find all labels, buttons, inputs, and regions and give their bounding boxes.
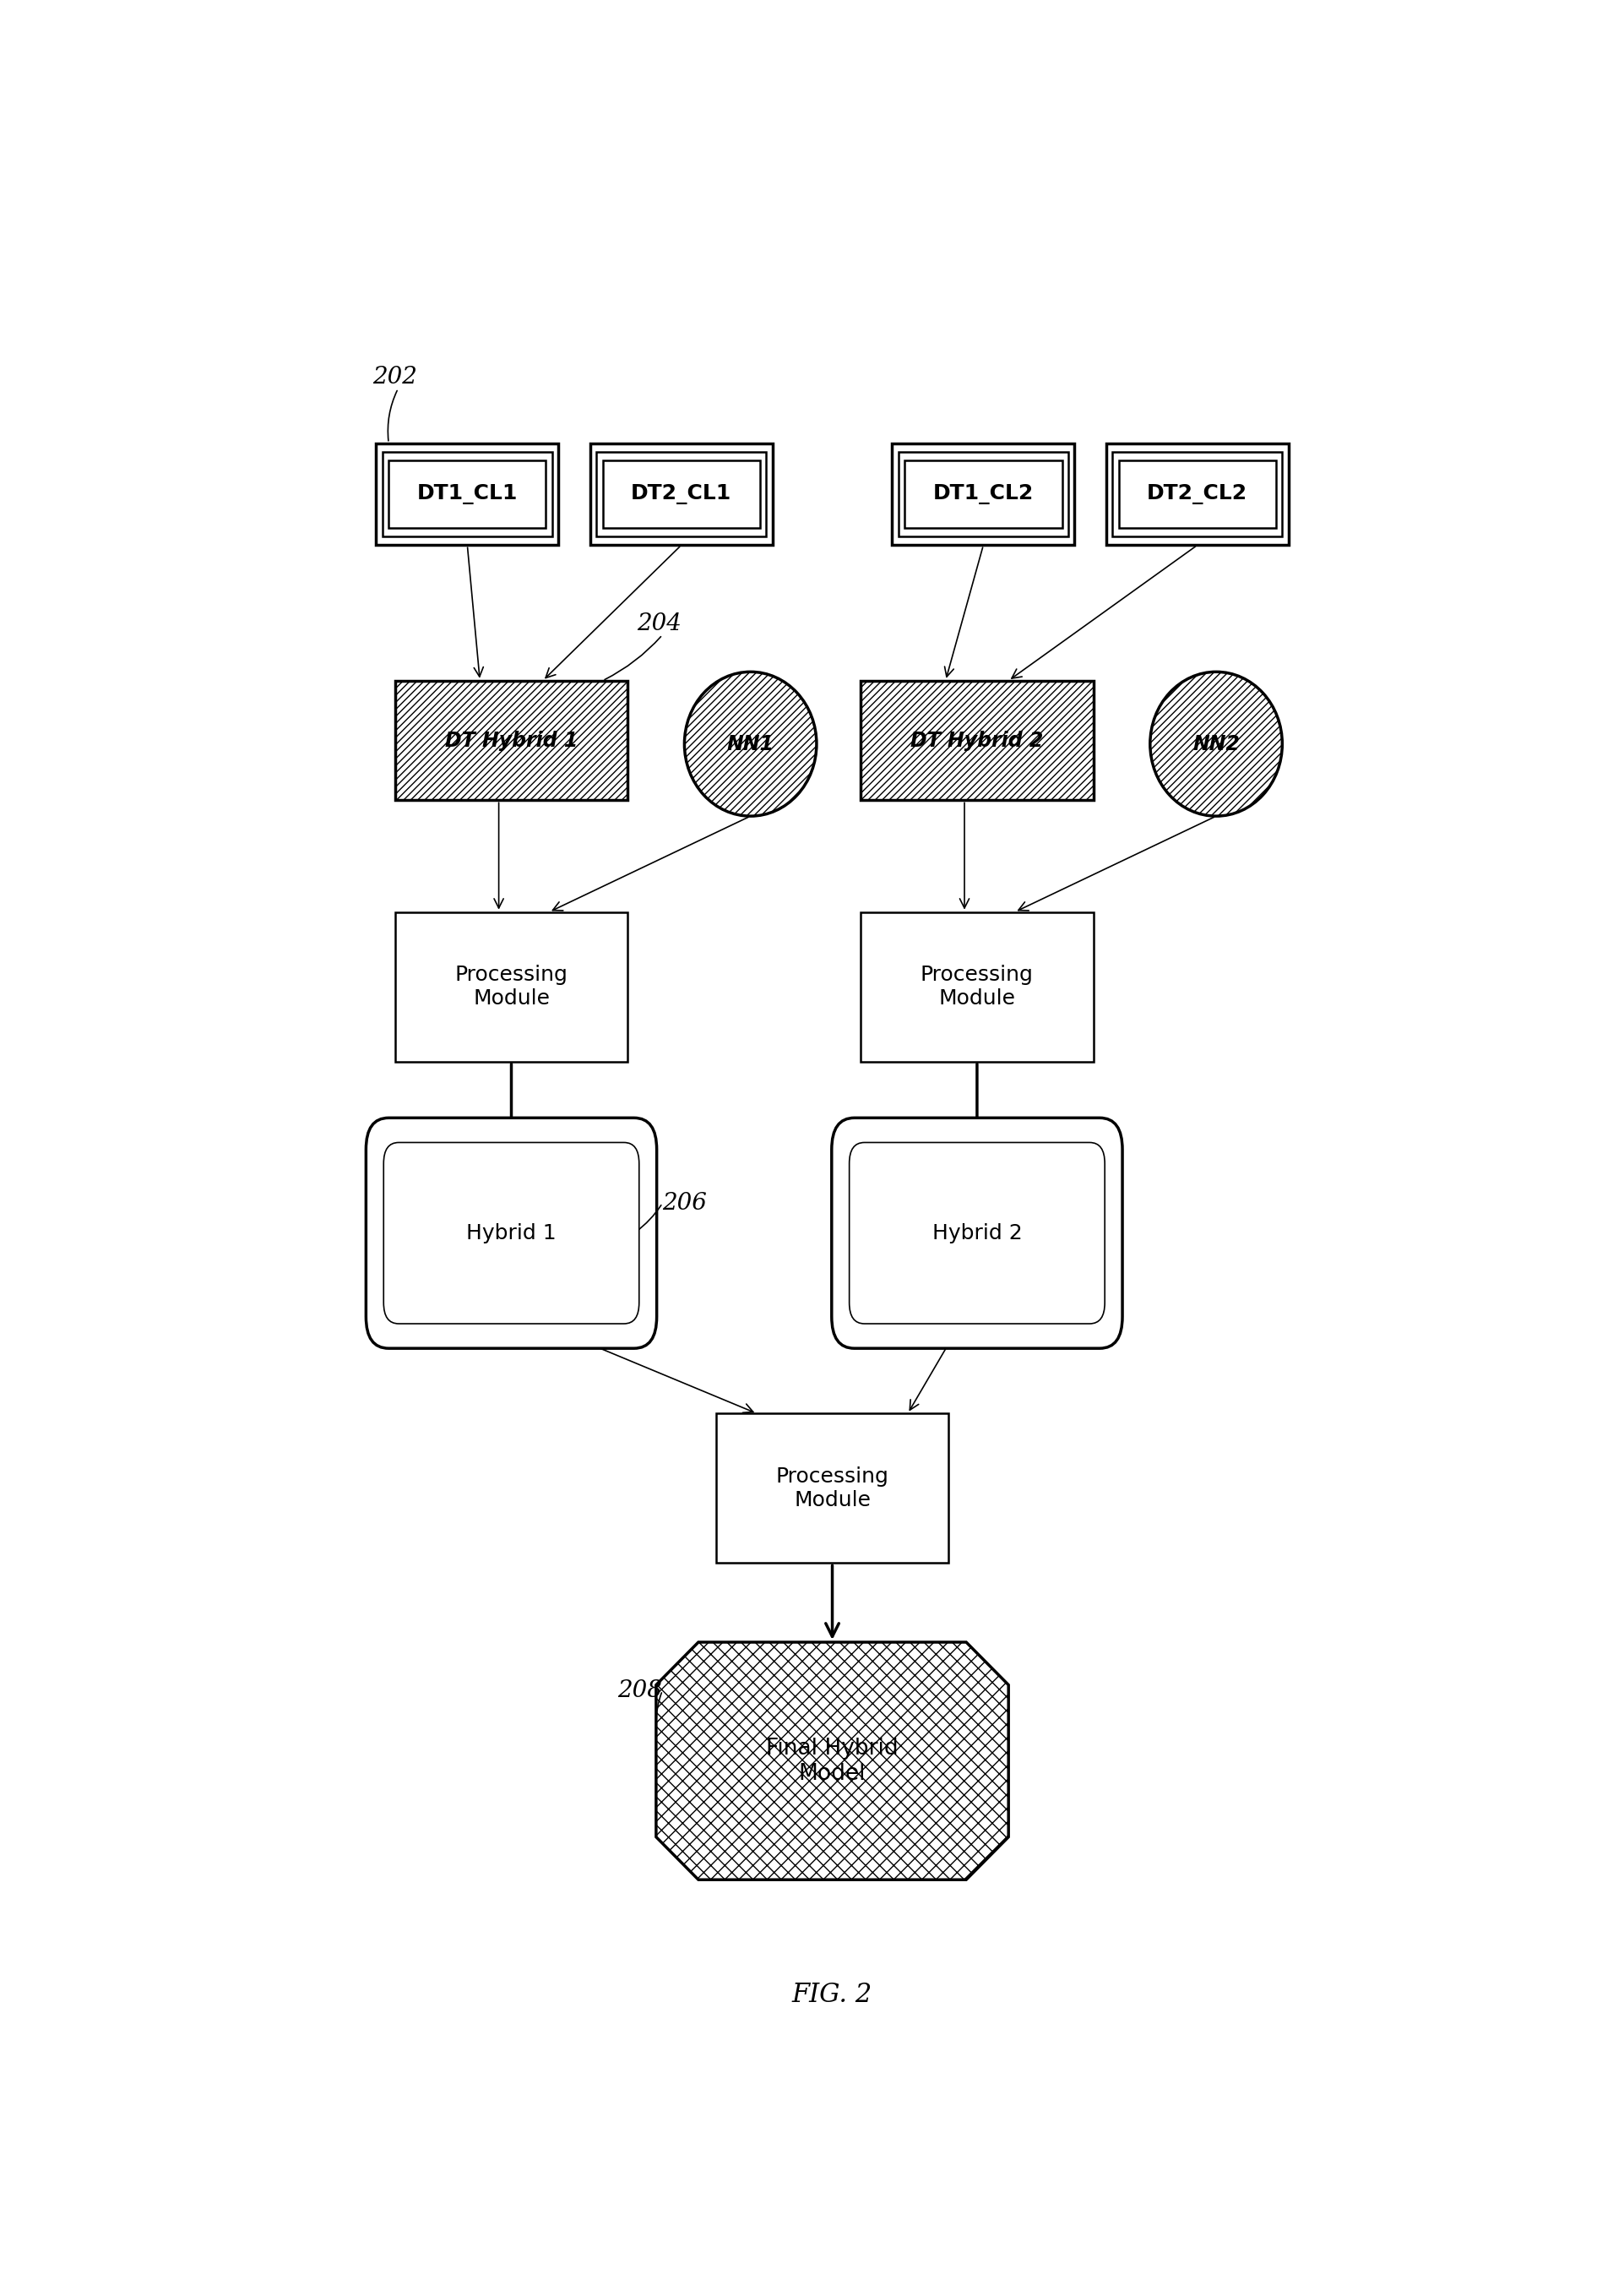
Text: Hybrid 1: Hybrid 1 (466, 1222, 557, 1243)
Text: Processing
Module: Processing Module (455, 964, 568, 1008)
Bar (395, 681, 628, 800)
Text: NN1: NN1 (728, 733, 775, 754)
Bar (898, 452, 1069, 537)
FancyBboxPatch shape (849, 1142, 1104, 1323)
Bar (1112, 452, 1283, 537)
Text: DT Hybrid 1: DT Hybrid 1 (445, 731, 578, 749)
Text: Hybrid 2: Hybrid 2 (932, 1222, 1021, 1243)
Text: 208: 208 (617, 1679, 663, 1702)
Text: NN2: NN2 (1192, 733, 1239, 754)
Text: DT2_CL1: DT2_CL1 (630, 484, 732, 505)
Ellipse shape (684, 672, 817, 816)
Bar (377, 443, 559, 546)
Bar (716, 1414, 948, 1563)
Bar (590, 443, 773, 546)
Text: Processing
Module: Processing Module (776, 1467, 888, 1510)
Polygon shape (656, 1643, 1009, 1881)
Bar (1106, 443, 1288, 546)
FancyBboxPatch shape (831, 1117, 1122, 1348)
Text: DT1_CL1: DT1_CL1 (417, 484, 518, 505)
Text: Final Hybrid
Model: Final Hybrid Model (767, 1737, 898, 1785)
Text: DT1_CL2: DT1_CL2 (932, 484, 1034, 505)
Bar (603, 462, 760, 528)
FancyBboxPatch shape (365, 1117, 656, 1348)
Text: Processing
Module: Processing Module (921, 964, 1033, 1008)
Text: FIG. 2: FIG. 2 (793, 1981, 872, 2009)
Bar (388, 462, 546, 528)
Bar (861, 912, 1093, 1063)
Bar (1119, 462, 1276, 528)
Text: DT Hybrid 2: DT Hybrid 2 (911, 731, 1044, 749)
Text: 204: 204 (637, 612, 682, 635)
Text: 202: 202 (374, 366, 417, 388)
Ellipse shape (1150, 672, 1283, 816)
Bar (905, 462, 1062, 528)
FancyBboxPatch shape (383, 1142, 640, 1323)
Text: 206: 206 (663, 1193, 706, 1216)
Bar (892, 443, 1075, 546)
Bar (395, 912, 628, 1063)
Text: DT2_CL2: DT2_CL2 (1147, 484, 1247, 505)
Bar (861, 681, 1093, 800)
Bar (596, 452, 767, 537)
Bar (382, 452, 552, 537)
